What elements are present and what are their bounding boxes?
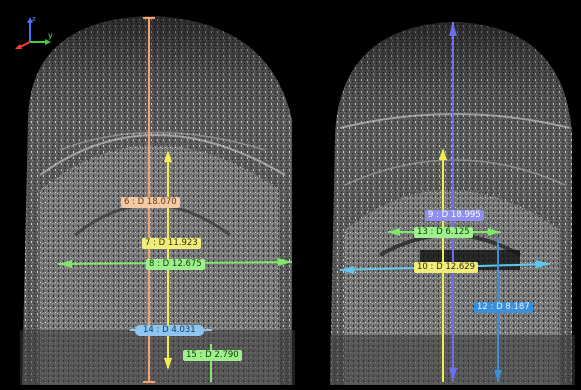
measurement-label-15[interactable]: 15 : D 2.790	[183, 350, 242, 361]
measurement-label-7[interactable]: 7 : D 11.923	[142, 238, 201, 249]
axis-triad-icon: z y	[15, 15, 53, 49]
measurement-label-14[interactable]: 14 : D 4.031	[135, 325, 204, 336]
measurement-label-8[interactable]: 8 : D 12.675	[146, 259, 205, 270]
axis-z-label: z	[32, 15, 36, 23]
measurement-label-13[interactable]: 13 : D 6.125	[414, 227, 473, 238]
measurement-label-12[interactable]: 12 : D 8.187	[474, 302, 533, 313]
measurement-label-6[interactable]: 6 : D 18.070	[121, 197, 180, 208]
measurement-label-10[interactable]: 10 : D 12.629	[414, 262, 479, 273]
measurement-label-9[interactable]: 9 : D 18.995	[425, 210, 484, 221]
axis-y-label: y	[48, 31, 53, 40]
